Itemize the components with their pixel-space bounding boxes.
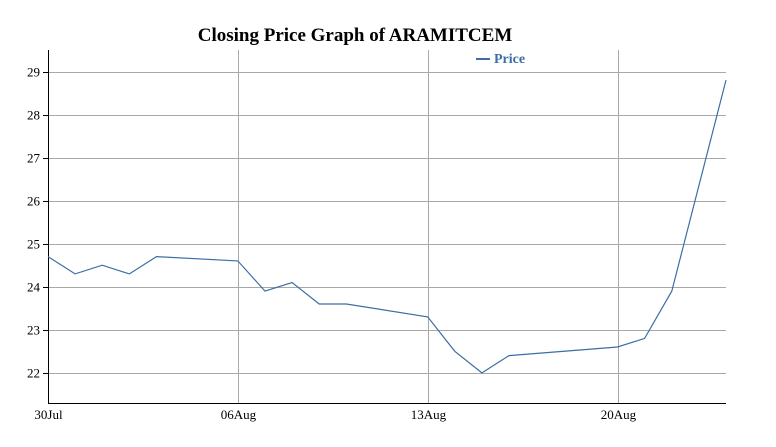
legend: Price xyxy=(476,52,525,67)
grid-lines xyxy=(48,50,726,403)
x-tick-label: 13Aug xyxy=(411,407,447,422)
chart-title: Closing Price Graph of ARAMITCEM xyxy=(198,25,513,46)
x-tick-label: 20Aug xyxy=(601,407,637,422)
y-tick-label: 29 xyxy=(27,65,40,80)
y-tick-label: 26 xyxy=(27,194,41,209)
y-tick-label: 25 xyxy=(27,237,40,252)
x-tick-label: 06Aug xyxy=(221,407,257,422)
y-tick-label: 23 xyxy=(27,323,40,338)
tick-labels: 22 23 24 25 26 27 28 29 30Jul 06Aug 13Aug 20Aug xyxy=(27,65,637,423)
legend-label-price: Price xyxy=(494,52,525,67)
y-tick-label: 24 xyxy=(27,280,41,295)
series-lines xyxy=(47,79,727,374)
y-tick-label: 27 xyxy=(27,151,41,166)
axes xyxy=(43,50,726,404)
series-line-price xyxy=(47,79,727,374)
x-tick-label: 30Jul xyxy=(34,407,63,422)
y-tick-label: 22 xyxy=(27,366,40,381)
y-tick-label: 28 xyxy=(27,108,40,123)
